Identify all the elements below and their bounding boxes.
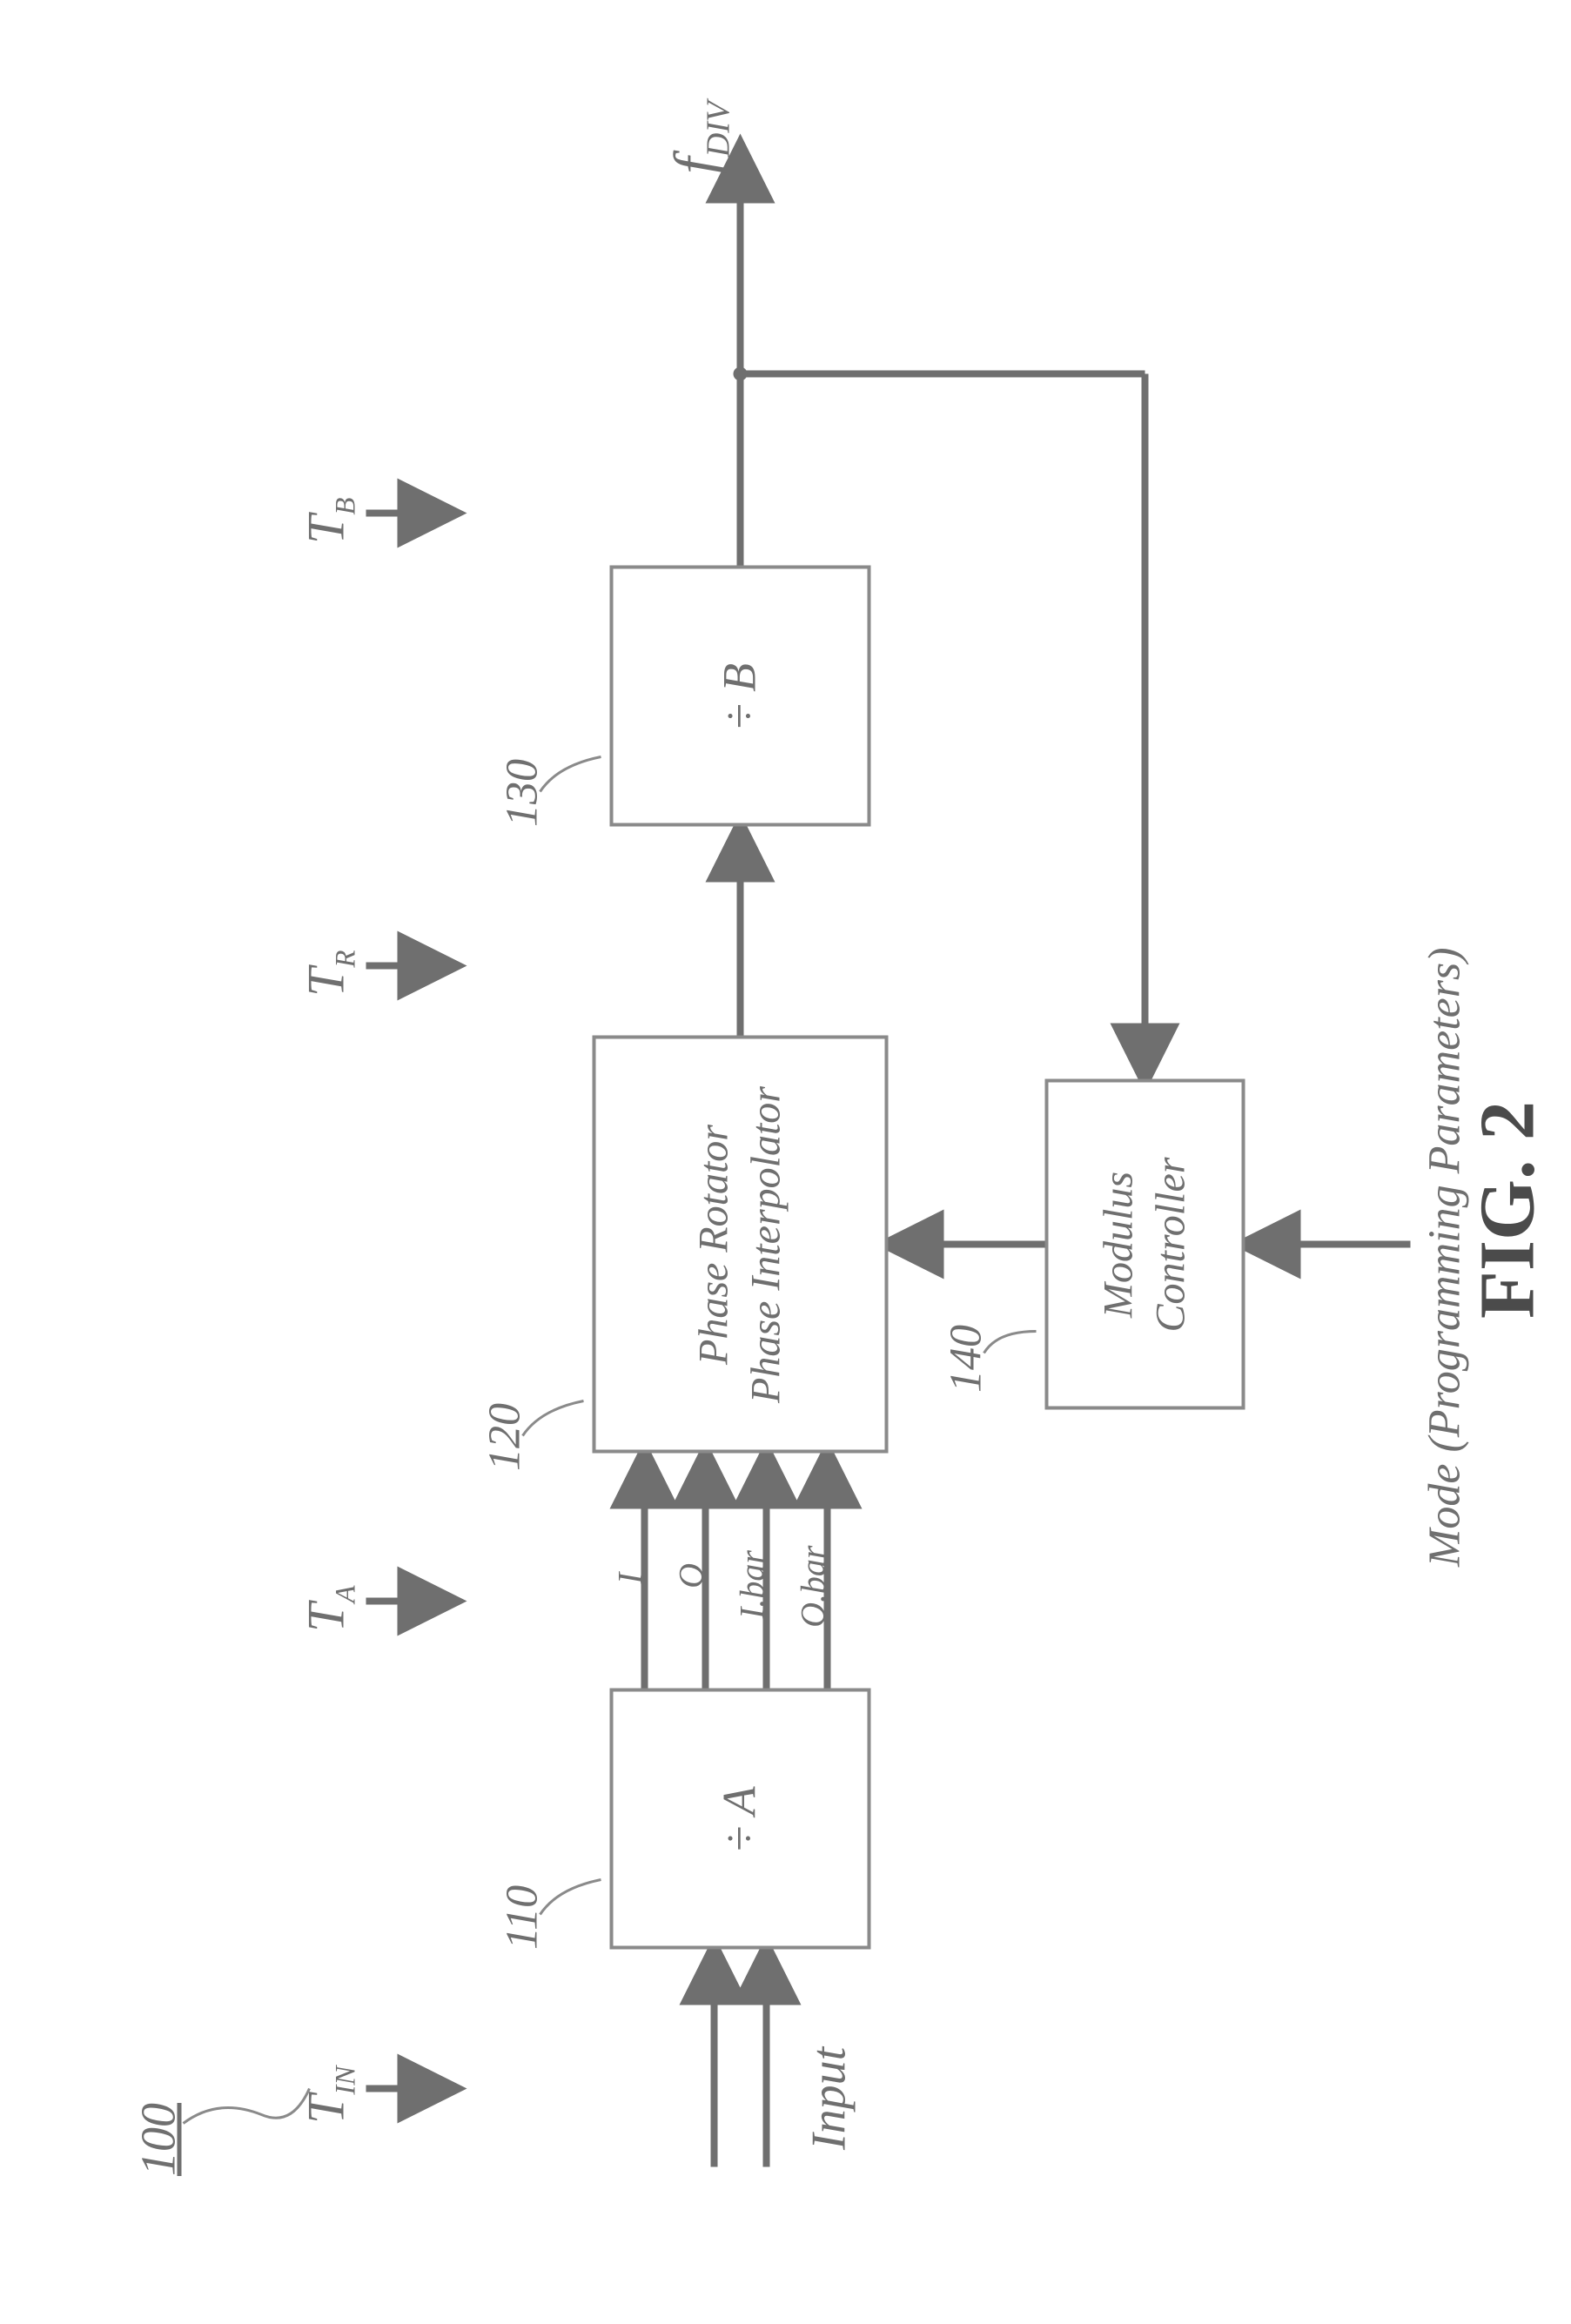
label-i: I [609, 1573, 650, 1584]
ref-130-text: 130 [497, 759, 547, 827]
block-div-a: ÷ A [609, 1689, 870, 1950]
t-in-sub: IN [330, 2066, 361, 2095]
t-in-t: T [297, 2095, 354, 2124]
figure-caption: FIG. 2 [1462, 1101, 1552, 1319]
label-qbar: Q.bar [792, 1546, 833, 1628]
label-q: Q [670, 1563, 711, 1589]
ref-120: 120 [479, 1403, 530, 1471]
figure-caption-text: FIG. 2 [1464, 1101, 1550, 1319]
label-i-text: I [610, 1573, 649, 1584]
label-t-b: TB [296, 497, 362, 544]
label-input-text: Input [802, 2047, 856, 2150]
block-div-a-text: ÷ A [710, 1786, 769, 1851]
ref-130: 130 [496, 759, 547, 827]
block-modctl-text: Modulus Controller [1092, 1158, 1197, 1333]
block-div-b-text: ÷ B [710, 663, 769, 729]
block-div-b: ÷ B [609, 566, 870, 827]
ref-110: 110 [496, 1885, 547, 1950]
label-output-f: f [662, 158, 729, 174]
label-t-in: TIN [296, 2066, 362, 2124]
ref-120-text: 120 [480, 1403, 529, 1471]
label-t-a: TA [296, 1585, 362, 1632]
block-modctl: Modulus Controller [1044, 1079, 1245, 1410]
t-r-sub: R [330, 950, 361, 967]
label-input: Input [801, 2047, 856, 2150]
label-output: fDIV [661, 101, 737, 174]
t-a-sub: A [330, 1585, 361, 1602]
t-a-t: T [297, 1603, 354, 1632]
ref-100-text: 100 [131, 2103, 185, 2176]
label-ibar: I.bar [731, 1550, 772, 1619]
t-b-t: T [297, 515, 354, 544]
label-ibar-text: I.bar [732, 1550, 771, 1619]
ref-140-text: 140 [941, 1325, 990, 1393]
t-b-sub: B [330, 497, 361, 514]
ref-110-text: 110 [497, 1885, 547, 1950]
t-r-t: T [297, 968, 354, 997]
block-phase: Phase Rotator Phase Interpolator [592, 1036, 888, 1454]
ref-140: 140 [940, 1325, 991, 1393]
label-qbar-text: Q.bar [793, 1546, 832, 1628]
block-phase-text: Phase Rotator Phase Interpolator [688, 1086, 792, 1403]
ref-100: 100 [131, 2103, 186, 2176]
label-q-text: Q [671, 1563, 710, 1589]
label-output-sub: DIV [700, 101, 736, 157]
label-t-r: TR [296, 950, 362, 997]
